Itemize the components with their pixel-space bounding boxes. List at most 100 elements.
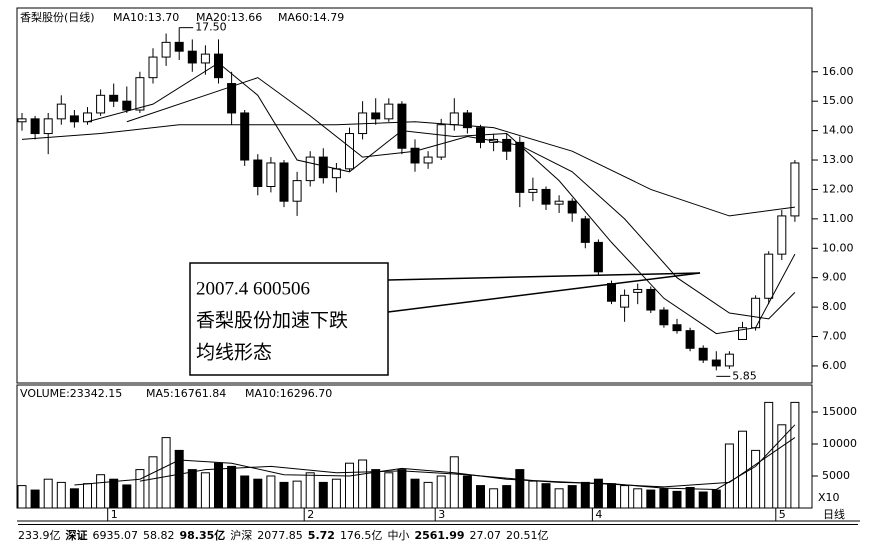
volume-bar [423,481,433,509]
y-tick-label: 8.00 [822,300,847,313]
candle-body [659,309,669,326]
y-tick-label: 7.00 [822,330,847,343]
candle-body [279,162,289,202]
volume-bar [724,443,734,509]
candle-body [777,215,787,255]
candle-body [253,159,263,187]
candle-body [646,288,656,311]
volume-bar [266,475,276,509]
volume-bar [318,481,328,509]
volume-bar [345,462,354,509]
volume-bar [187,469,197,509]
status-item: 233.9亿 [18,529,61,542]
volume-bar [17,485,27,509]
candle-body [345,133,354,170]
candle-body [30,118,40,135]
volume-bar [646,489,656,509]
ma-line [126,77,796,320]
volume-bar [253,478,263,509]
y-tick-label: 13.00 [822,153,854,166]
volume-bar [567,485,577,509]
volume-bar [515,469,525,509]
status-item: 6935.07 [92,528,139,542]
y-tick-label: 5000 [822,469,850,482]
candle-body [161,41,171,58]
volume-bar [659,488,669,509]
y-tick-label: 11.00 [822,212,854,225]
volume-bar [593,478,603,509]
status-item: 2077.85 [257,528,303,542]
volume-bar [279,481,289,509]
candle-body [449,112,459,126]
volume-bar [502,485,512,509]
indicator: MA20:13.66 [196,11,262,24]
status-item: 中小 [387,529,410,542]
candle-body [698,347,708,361]
indicator: MA5:16761.84 [146,387,226,400]
volume-bar [633,488,643,509]
candle-body [174,41,184,52]
y-tick-label: 10.00 [822,241,854,254]
volume-bar [607,483,616,509]
y-tick-label: 10000 [822,437,857,450]
candle-body [423,156,433,164]
volume-bar [620,485,630,509]
indicator: MA10:16296.70 [245,387,332,400]
price-frame [16,7,813,384]
candle-body [633,288,643,293]
status-bar: 233.9亿 深证 6935.07 58.82 98.35亿 沪深 2077.85 5.72 1… [18,524,858,545]
note-box [189,262,389,376]
volume-unit: X10 [818,491,840,504]
candle-body [305,156,315,182]
y-tick-label: 15.00 [822,94,854,107]
volume-bar [56,481,66,509]
candle-body [83,112,92,123]
candle-body [436,124,446,158]
candle-body [541,188,551,205]
candle-body [200,53,210,64]
candle-body [240,112,250,161]
volume-bar [449,456,459,509]
note-text: 均线形态 [196,341,272,363]
low-label: 5.85 [732,369,757,382]
status-item: 沪深 [230,529,253,542]
candle-body [685,330,695,349]
candle-body [738,327,747,340]
volume-bar [751,449,761,509]
candle-body [266,162,276,187]
candle-body [122,100,132,111]
status-item: 深证 [65,529,88,542]
x-tick-label: 4 [595,508,602,521]
status-item: 58.82 [143,528,175,542]
volume-bar [96,474,106,509]
volume-bar [227,465,237,509]
ma-line [21,121,795,217]
candle-body [515,141,525,193]
candle-body [69,115,79,123]
volume-bar [161,437,171,509]
candle-body [593,241,603,273]
volume-bar [397,469,407,509]
candle-body [96,94,106,114]
volume-bar [790,401,800,509]
y-tick-label: 6.00 [822,359,847,372]
period: 日线 [823,507,845,521]
y-tick-label: 16.00 [822,65,854,78]
candle-body [318,156,328,179]
candle-body [528,188,538,193]
candle-body [410,147,420,164]
volume-bar [148,456,158,509]
status-item: 2561.99 [414,528,465,542]
volume-bar [476,485,485,509]
volume-bar [541,483,551,509]
candle-body [384,103,394,120]
note-text: 2007.4 600506 [196,278,310,299]
candle-body [764,253,774,299]
candle-body [462,112,472,129]
volume-bar [214,462,223,509]
ma-line [87,62,796,335]
volume-bar [109,478,119,509]
volume-bar [174,449,184,509]
pointer [387,272,701,281]
volume-bar [711,489,721,509]
